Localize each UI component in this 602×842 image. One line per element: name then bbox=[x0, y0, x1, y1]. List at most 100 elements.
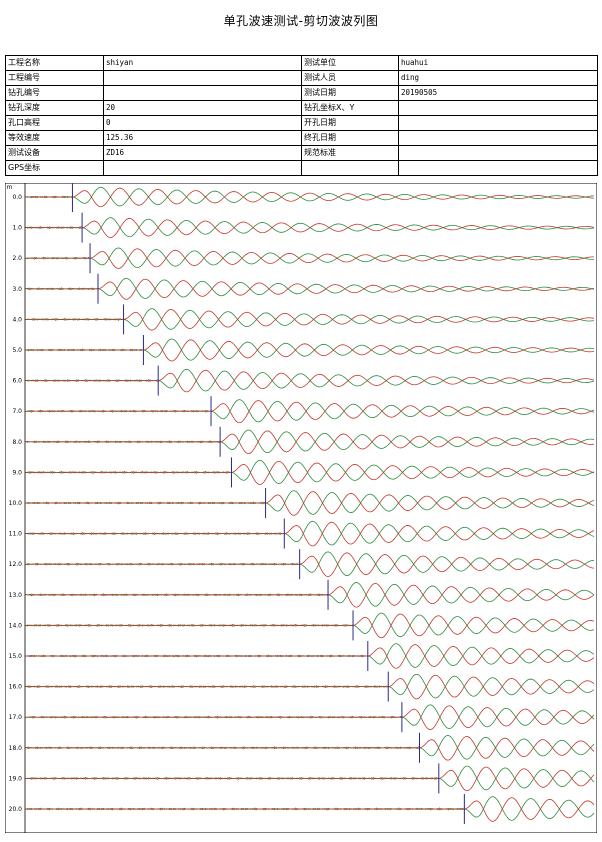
trace-green bbox=[26, 551, 595, 576]
depth-label: 18.0 bbox=[9, 745, 23, 752]
info-label: 测试人员 bbox=[301, 70, 399, 86]
trace-red bbox=[26, 552, 595, 577]
trace-red bbox=[26, 218, 595, 238]
info-value: 20 bbox=[103, 100, 302, 116]
info-label: 等效速度 bbox=[5, 130, 104, 146]
info-label: 钻孔坐标X、Y bbox=[301, 100, 399, 116]
info-row: 测试设备 ZD16 规范标准 bbox=[5, 145, 598, 161]
depth-label: 10.0 bbox=[9, 500, 23, 507]
trace-red bbox=[26, 644, 595, 669]
depth-label: 17.0 bbox=[9, 714, 23, 721]
trace-red bbox=[26, 430, 595, 455]
trace-green bbox=[26, 247, 594, 268]
depth-label: 8.0 bbox=[12, 439, 22, 446]
depth-label: 14.0 bbox=[9, 622, 23, 629]
trace-red bbox=[26, 369, 595, 393]
info-value: ZD16 bbox=[103, 145, 302, 161]
info-value: 20190505 bbox=[398, 85, 598, 101]
info-label: 测试日期 bbox=[301, 85, 399, 101]
info-label: 终孔日期 bbox=[301, 130, 399, 146]
trace-green bbox=[26, 796, 595, 821]
info-label: GPS坐标 bbox=[5, 160, 104, 176]
depth-label: 13.0 bbox=[9, 592, 23, 599]
trace-green bbox=[26, 704, 595, 729]
trace-red bbox=[26, 797, 595, 822]
trace-green bbox=[26, 429, 595, 454]
trace-red bbox=[26, 766, 595, 792]
trace-green bbox=[26, 368, 595, 392]
info-label: 开孔日期 bbox=[301, 115, 399, 131]
axis-unit-label: m bbox=[7, 184, 13, 191]
depth-label: 0.0 bbox=[12, 194, 22, 201]
trace-red bbox=[26, 309, 595, 331]
trace-green bbox=[26, 765, 595, 791]
depth-label: 3.0 bbox=[12, 286, 22, 293]
trace-red bbox=[26, 187, 595, 208]
trace-red bbox=[26, 491, 595, 516]
trace-green bbox=[26, 399, 595, 423]
info-value bbox=[103, 70, 302, 86]
info-label: 钻孔编号 bbox=[5, 85, 104, 101]
trace-green bbox=[26, 612, 595, 638]
depth-label: 19.0 bbox=[9, 775, 23, 782]
info-label: 测试单位 bbox=[301, 55, 399, 71]
info-value bbox=[398, 100, 598, 116]
depth-label: 6.0 bbox=[12, 378, 22, 385]
depth-label: 1.0 bbox=[12, 225, 22, 232]
depth-label: 2.0 bbox=[12, 255, 22, 262]
info-row: GPS坐标 bbox=[5, 160, 598, 176]
info-value bbox=[398, 115, 598, 131]
info-value bbox=[103, 85, 302, 101]
trace-green bbox=[26, 520, 595, 546]
info-value: shiyan bbox=[103, 55, 302, 71]
info-label: 工程编号 bbox=[5, 70, 104, 86]
trace-red bbox=[26, 460, 595, 485]
info-value: huahui bbox=[398, 55, 598, 71]
info-row: 工程名称 shiyan 测试单位 huahui bbox=[5, 55, 598, 71]
waveform-chart: m 0.0 1.0 2.0 3.0 4.0 5.0 6.0 7.0 8.0 9.0 10.0 11.0… bbox=[5, 183, 597, 833]
depth-label: 11.0 bbox=[9, 531, 23, 538]
info-row: 钻孔编号 测试日期 20190505 bbox=[5, 85, 598, 101]
trace-red bbox=[26, 339, 595, 362]
depth-label: 5.0 bbox=[12, 347, 22, 354]
info-table: 工程名称 shiyan 测试单位 huahui 工程编号 测试人员 ding 钻孔编号 测试日期… bbox=[5, 55, 598, 176]
info-row: 钻孔深度 20 钻孔坐标X、Y bbox=[5, 100, 598, 116]
info-row: 工程编号 测试人员 ding bbox=[5, 70, 598, 86]
trace-red bbox=[26, 400, 595, 424]
trace-red bbox=[26, 278, 595, 300]
trace-green bbox=[26, 490, 595, 515]
trace-red bbox=[26, 613, 595, 639]
depth-label: 16.0 bbox=[9, 684, 23, 691]
trace-red bbox=[26, 521, 595, 547]
info-label: 测试设备 bbox=[5, 145, 104, 161]
trace-green bbox=[26, 186, 595, 207]
info-value bbox=[398, 130, 598, 146]
depth-label: 9.0 bbox=[12, 469, 22, 476]
trace-green bbox=[26, 277, 595, 299]
info-label: 规范标准 bbox=[301, 145, 399, 161]
info-row: 等效速度 125.36 终孔日期 bbox=[5, 130, 598, 146]
info-label: 工程名称 bbox=[5, 55, 104, 71]
trace-red bbox=[26, 705, 595, 730]
trace-green bbox=[26, 673, 595, 699]
info-label: 钻孔深度 bbox=[5, 100, 104, 116]
depth-label: 20.0 bbox=[9, 806, 23, 813]
depth-label: 15.0 bbox=[9, 653, 23, 660]
depth-label: 7.0 bbox=[12, 408, 22, 415]
info-value: 125.36 bbox=[103, 130, 302, 146]
trace-green bbox=[26, 338, 595, 361]
info-label bbox=[301, 160, 399, 176]
info-value: 0 bbox=[103, 115, 302, 131]
depth-label: 12.0 bbox=[9, 561, 23, 568]
trace-red bbox=[26, 674, 595, 700]
trace-red bbox=[26, 248, 594, 269]
info-value bbox=[103, 160, 302, 176]
trace-green bbox=[26, 582, 595, 607]
trace-red bbox=[26, 583, 595, 608]
info-value bbox=[398, 160, 598, 176]
depth-label: 4.0 bbox=[12, 316, 22, 323]
info-label: 孔口高程 bbox=[5, 115, 104, 131]
info-value: ding bbox=[398, 70, 598, 86]
info-value bbox=[398, 145, 598, 161]
trace-red bbox=[26, 736, 595, 761]
